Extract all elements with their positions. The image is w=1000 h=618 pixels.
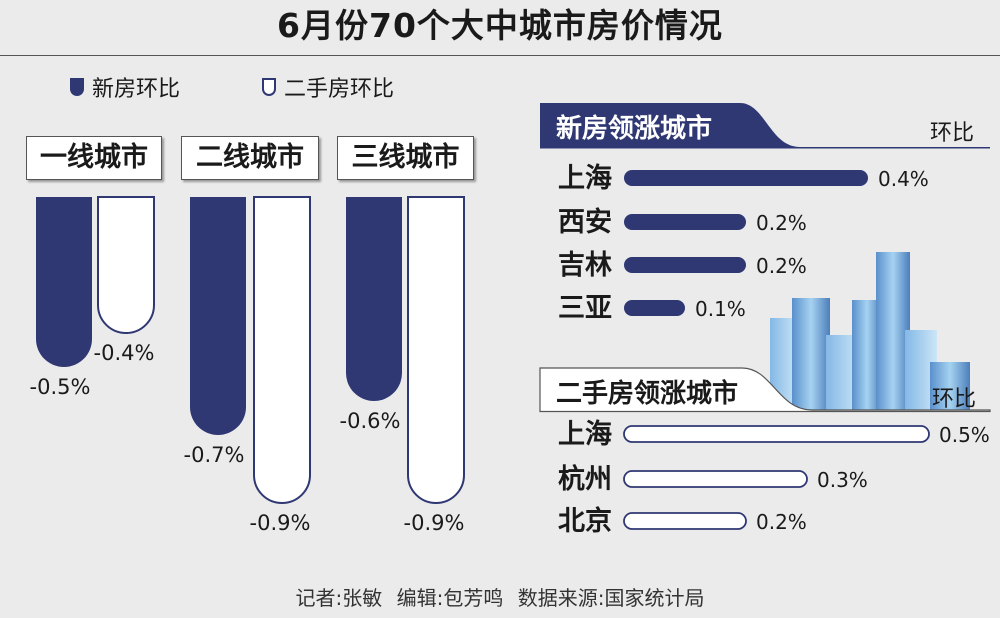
tier-label-1: 一线城市	[26, 136, 162, 180]
page-title: 6月份70个大中城市房价情况	[277, 6, 723, 45]
rank-second-bar-2	[623, 470, 808, 488]
rank-new-bar-3	[624, 257, 746, 273]
rank-second-value-1: 0.5%	[939, 423, 990, 447]
legend-label-new: 新房环比	[92, 77, 181, 102]
data-label-new-1: -0.5%	[30, 375, 91, 399]
title-divider	[0, 55, 1000, 56]
legend-label-second: 二手房环比	[284, 77, 395, 102]
rank-second-city-2: 杭州	[558, 463, 612, 495]
rank-new-city-3: 吉林	[558, 250, 612, 281]
rank-second-bar-3	[623, 512, 747, 530]
bar-second-3	[407, 196, 465, 504]
data-label-second-3: -0.9%	[404, 511, 465, 535]
data-label-second-1: -0.4%	[94, 341, 155, 365]
bar-new-3	[346, 197, 402, 401]
footer-credits: 记者:张敏 编辑:包芳鸣 数据来源:国家统计局	[295, 586, 705, 610]
tier-label-2: 二线城市	[181, 136, 319, 180]
rank-second-bar-1	[623, 425, 930, 443]
rank-new-header-band	[540, 103, 990, 149]
legend-swatch-second	[262, 78, 276, 96]
rank-new-bar-2	[624, 214, 746, 230]
rank-second-unit: 环比	[932, 387, 977, 412]
rank-new-unit: 环比	[930, 121, 975, 146]
data-label-new-2: -0.7%	[184, 443, 245, 467]
rank-new-value-4: 0.1%	[695, 297, 746, 321]
rank-new-bar-1	[624, 170, 868, 186]
rank-second-city-1: 上海	[558, 419, 612, 450]
rank-second-value-2: 0.3%	[817, 468, 868, 492]
bar-new-2	[190, 197, 246, 435]
rank-new-value-1: 0.4%	[878, 167, 929, 191]
tier-label-3: 三线城市	[337, 136, 474, 180]
skyline-illustration	[770, 252, 970, 410]
rank-second-title: 二手房领涨城市	[556, 379, 739, 409]
rank-second-header-band	[539, 367, 991, 413]
data-label-new-3: -0.6%	[340, 409, 401, 433]
legend-swatch-new	[70, 78, 84, 96]
rank-new-value-3: 0.2%	[756, 254, 807, 278]
rank-second-city-3: 北京	[558, 505, 612, 537]
rank-second-value-3: 0.2%	[756, 510, 807, 534]
data-label-second-2: -0.9%	[250, 511, 311, 535]
bar-second-1	[97, 196, 155, 334]
bar-second-2	[253, 196, 311, 504]
rank-new-city-4: 三亚	[558, 293, 612, 324]
rank-new-city-2: 西安	[558, 207, 612, 238]
legend-item-new: 新房环比	[70, 74, 181, 102]
rank-new-title: 新房领涨城市	[556, 114, 713, 144]
rank-new-value-2: 0.2%	[756, 211, 807, 235]
rank-new-city-1: 上海	[558, 163, 612, 194]
bar-new-1	[36, 197, 92, 367]
legend-item-second: 二手房环比	[262, 74, 395, 102]
rank-new-bar-4	[624, 300, 685, 316]
